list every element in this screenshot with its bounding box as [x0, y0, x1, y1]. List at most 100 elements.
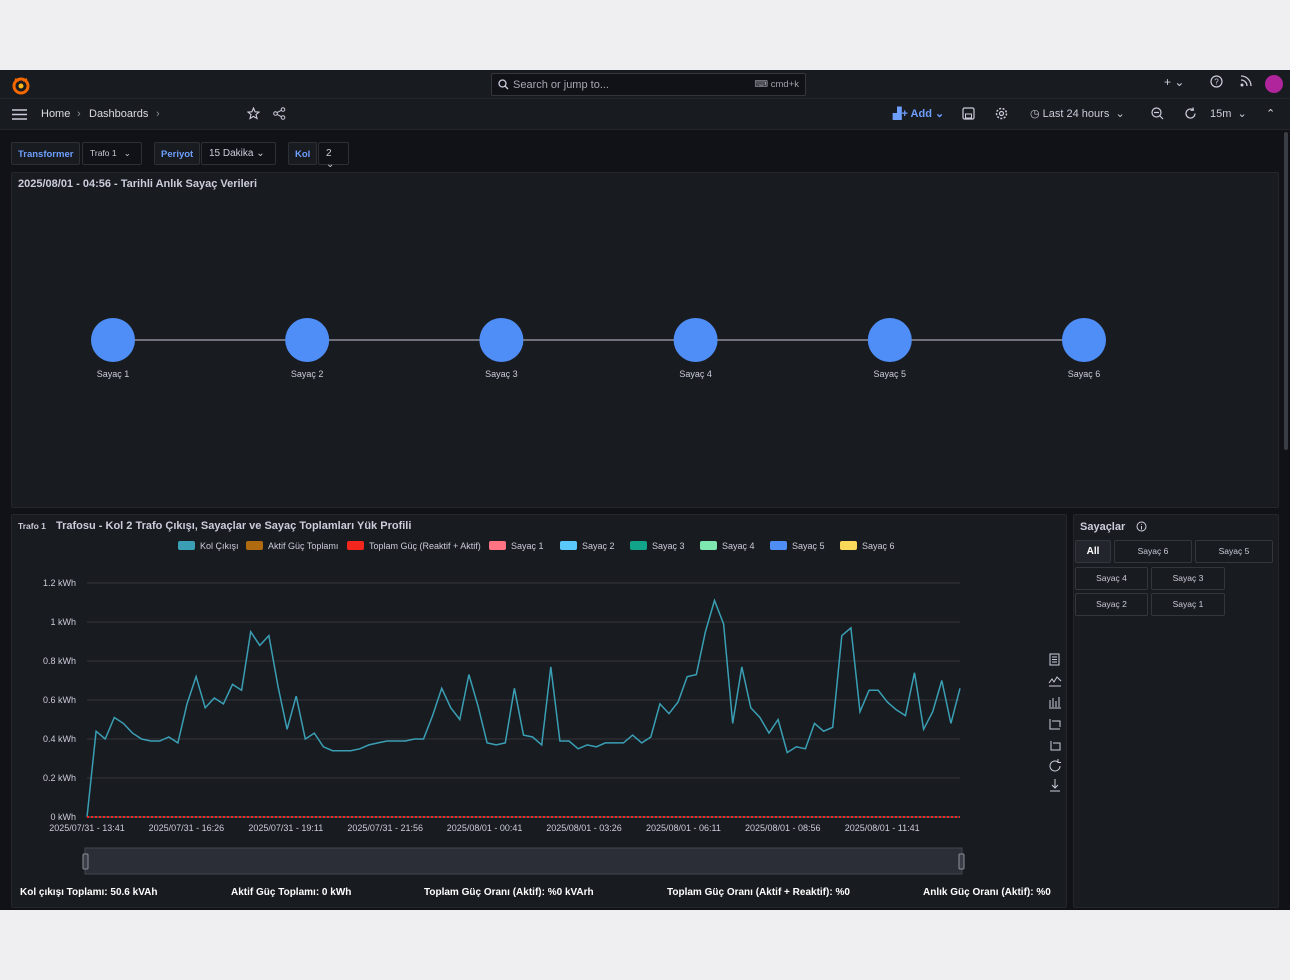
meter-node-label-5: Sayaç 5: [874, 369, 907, 379]
breadcrumb-home[interactable]: Home: [41, 108, 71, 120]
y-tick-label: 0.2 kWh: [43, 773, 76, 783]
meter-node-label-3: Sayaç 3: [485, 369, 518, 379]
legend-label: Sayaç 2: [582, 541, 615, 551]
search-placeholder: Search or jump to...: [513, 79, 609, 91]
legend-item[interactable]: Sayaç 3: [630, 541, 685, 553]
chart-series: [86, 598, 961, 818]
y-tick-label: 1.2 kWh: [43, 578, 76, 588]
refresh-icon[interactable]: [1184, 107, 1197, 120]
grafana-logo-icon[interactable]: [11, 75, 31, 95]
meter-filter-sayac-2[interactable]: Sayaç 2: [1075, 593, 1148, 616]
share-icon[interactable]: [273, 107, 286, 120]
x-tick-label: 2025/07/31 - 13:41: [49, 823, 125, 833]
stat-aktif-guc-toplami: Aktif Güç Toplamı: 0 kWh: [231, 887, 352, 898]
time-range-label: Last 24 hours: [1042, 108, 1110, 120]
refresh-interval-picker[interactable]: 15m ⌄: [1210, 108, 1247, 120]
legend-swatch: [630, 541, 647, 550]
star-icon[interactable]: [247, 107, 260, 120]
chart-toolbar: [1048, 653, 1062, 792]
news-rss-icon[interactable]: [1240, 75, 1252, 87]
x-tick-label: 2025/07/31 - 16:26: [149, 823, 225, 833]
meter-node-label-4: Sayaç 4: [679, 369, 712, 379]
legend-item[interactable]: Aktif Güç Toplamı: [246, 541, 338, 553]
new-plus-icon[interactable]: + ⌄: [1164, 75, 1185, 89]
search-input[interactable]: Search or jump to... ⌨ cmd+k: [491, 73, 806, 96]
variable-label-periyot: Periyot: [154, 142, 201, 165]
x-tick-label: 2025/08/01 - 03:26: [546, 823, 622, 833]
legend-label: Toplam Güç (Reaktif + Aktif): [369, 541, 481, 551]
line-chart-icon[interactable]: [1048, 676, 1062, 687]
legend-swatch: [560, 541, 577, 550]
x-axis-ticks: 2025/07/31 - 13:41 2025/07/31 - 16:26 2025…: [49, 823, 919, 833]
legend-swatch: [700, 541, 717, 550]
meter-node-4[interactable]: [673, 318, 718, 362]
legend-item[interactable]: Sayaç 5: [770, 541, 825, 553]
x-tick-label: 2025/08/01 - 06:11: [646, 823, 721, 833]
meter-filter-sayac-5[interactable]: Sayaç 5: [1195, 540, 1273, 563]
meter-filter-all[interactable]: All: [1075, 540, 1111, 563]
add-button-label: Add: [910, 108, 932, 120]
save-icon[interactable]: [962, 107, 975, 120]
variable-select-transformer[interactable]: Trafo 1 ⌄: [82, 142, 142, 165]
meter-filter-sayac-1[interactable]: Sayaç 1: [1151, 593, 1225, 616]
clock-icon: ◷: [1030, 108, 1040, 120]
download-icon[interactable]: [1050, 779, 1060, 792]
meter-node-label-2: Sayaç 2: [291, 369, 324, 379]
sayaclar-panel-title: Sayaçlar: [1080, 521, 1126, 533]
data-view-icon[interactable]: [1049, 653, 1060, 666]
restore-icon[interactable]: [1049, 759, 1061, 772]
legend-swatch: [246, 541, 263, 550]
x-tick-label: 2025/08/01 - 08:56: [745, 823, 821, 833]
variable-select-kol[interactable]: 2 ⌄: [318, 142, 349, 170]
meter-node-3[interactable]: [479, 318, 524, 362]
meter-node-label-1: Sayaç 1: [97, 369, 130, 379]
range-slider-left-handle[interactable]: [82, 853, 89, 870]
legend-swatch: [347, 541, 364, 550]
help-icon[interactable]: ?: [1210, 75, 1223, 88]
stat-kol-cikisi-toplami: Kol çıkışı Toplamı: 50.6 kVAh: [20, 887, 158, 898]
legend-swatch: [489, 541, 506, 550]
info-icon[interactable]: [1136, 521, 1147, 532]
meter-node-1[interactable]: [91, 318, 135, 362]
zoom-out-icon[interactable]: [1151, 107, 1164, 120]
user-avatar[interactable]: [1265, 75, 1283, 93]
legend-item[interactable]: Sayaç 6: [840, 541, 895, 553]
meter-filter-sayac-6[interactable]: Sayaç 6: [1114, 540, 1192, 563]
meter-filter-sayac-4[interactable]: Sayaç 4: [1075, 567, 1148, 590]
meter-filter-sayac-3[interactable]: Sayaç 3: [1151, 567, 1225, 590]
legend-item[interactable]: Kol Çıkışı: [178, 541, 239, 553]
load-panel-title-prefix: Trafo 1: [18, 521, 46, 531]
tiled-icon[interactable]: [1050, 741, 1061, 751]
variable-select-periyot[interactable]: 15 Dakika ⌄: [201, 142, 276, 165]
meter-node-5[interactable]: [867, 318, 912, 362]
legend-item[interactable]: Toplam Güç (Reaktif + Aktif): [347, 541, 481, 553]
legend-item[interactable]: Sayaç 2: [560, 541, 615, 553]
meters-panel-title: 2025/08/01 - 04:56 - Tarihli Anlık Sayaç…: [18, 178, 258, 190]
search-shortcut: cmd+k: [770, 79, 799, 90]
meter-node-6[interactable]: [1062, 318, 1106, 362]
page-scrollbar[interactable]: [1284, 132, 1288, 450]
menu-icon[interactable]: [12, 109, 27, 120]
meter-nodes: Sayaç 1 Sayaç 2 Sayaç 3 Sayaç 4 Sayaç 5 Sayaç…: [91, 318, 1106, 379]
time-range-picker[interactable]: ◷ Last 24 hours ⌄: [1030, 108, 1125, 120]
x-tick-label: 2025/08/01 - 00:41: [447, 823, 523, 833]
dashboard-nav-bar: Home › Dashboards › ▟+ Add ⌄ ◷ Last 24 h…: [0, 99, 1290, 130]
legend-item[interactable]: Sayaç 4: [700, 541, 755, 553]
range-slider-right-handle[interactable]: [958, 853, 965, 870]
breadcrumb-dashboards[interactable]: Dashboards: [89, 108, 149, 120]
load-profile-panel: [11, 514, 1067, 908]
legend-swatch: [840, 541, 857, 550]
legend-item[interactable]: Sayaç 1: [489, 541, 544, 553]
range-slider-track[interactable]: [84, 847, 963, 875]
settings-gear-icon[interactable]: [995, 107, 1008, 120]
variable-value-periyot: 15 Dakika: [209, 148, 254, 159]
refresh-interval-label: 15m: [1210, 108, 1232, 120]
meters-topology-graph: Sayaç 1 Sayaç 2 Sayaç 3 Sayaç 4 Sayaç 5 Sayaç…: [91, 318, 1106, 379]
meter-node-2[interactable]: [285, 318, 330, 362]
x-tick-label: 2025/07/31 - 19:11: [248, 823, 323, 833]
stack-icon[interactable]: [1049, 719, 1061, 730]
collapse-chevron-up-icon[interactable]: ⌃: [1266, 108, 1276, 120]
bar-chart-icon[interactable]: [1049, 697, 1061, 709]
legend-swatch: [770, 541, 787, 550]
add-button[interactable]: ▟+ Add ⌄: [893, 108, 945, 120]
